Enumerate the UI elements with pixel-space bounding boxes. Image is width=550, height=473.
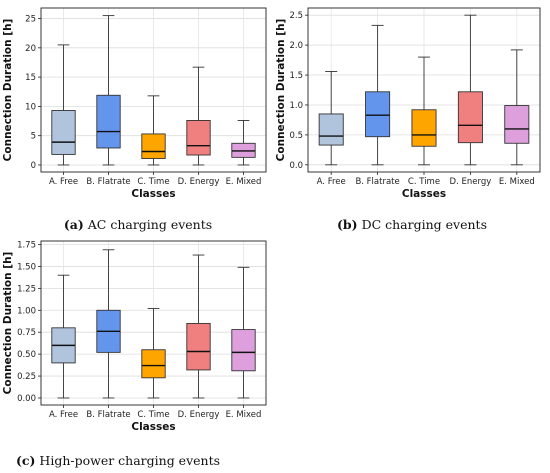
box-hpc-4	[186, 254, 211, 399]
chart-panel-ac: 0 5 10 15 20 25 A. Free B. Flatrate C. Time D. En…	[0, 0, 275, 240]
caption-hpc-letter: (c)	[15, 453, 36, 468]
y-tick-label: 20	[25, 44, 36, 54]
box-iqr	[365, 91, 391, 138]
box-dc-1	[318, 70, 344, 166]
x-tick-label: D. Energy	[178, 177, 220, 187]
y-tick-label: 0.00	[17, 394, 36, 404]
box-hpc-2	[96, 249, 121, 399]
y-tick-label: 2.0	[289, 41, 303, 51]
box-iqr	[186, 322, 211, 371]
y-tick-label: 10	[25, 102, 36, 112]
x-tick-label: E. Mixed	[226, 410, 262, 420]
y-tick-label: 1.25	[17, 284, 36, 294]
y-tick-label: 0.50	[17, 350, 36, 360]
y-tick-label: 0.0	[289, 161, 303, 171]
x-tick-label: E. Mixed	[499, 177, 535, 187]
x-tick-label: B. Flatrate	[355, 177, 399, 187]
box-ac-3	[141, 95, 166, 166]
box-ac-1	[51, 44, 76, 166]
box-dc-2	[365, 24, 391, 166]
box-iqr	[96, 94, 121, 149]
y-tick-label: 5	[31, 132, 36, 142]
y-tick-label: 2.5	[289, 11, 303, 21]
caption-ac-letter: (a)	[63, 217, 84, 232]
caption-dc: (b) DC charging events	[337, 217, 487, 232]
x-tick-label: C. Time	[408, 177, 440, 187]
box-iqr	[51, 110, 76, 155]
y-tick-label: 1.00	[17, 306, 36, 316]
y-axis-title: Connection Duration [h]	[2, 19, 14, 162]
box-hpc-1	[51, 274, 76, 399]
caption-dc-letter: (b)	[337, 217, 358, 232]
y-tick-label: 1.50	[17, 262, 36, 272]
box-dc-3	[411, 56, 437, 166]
x-tick-label: E. Mixed	[226, 177, 262, 187]
x-tick-label: C. Time	[137, 177, 169, 187]
box-dc-5	[504, 49, 530, 166]
x-tick-label: D. Energy	[178, 410, 220, 420]
caption-dc-text: DC charging events	[361, 217, 487, 232]
box-plot-ac: 0 5 10 15 20 25 A. Free B. Flatrate C. Time D. En…	[2, 7, 267, 200]
x-axis-title: Classes	[131, 421, 175, 433]
chart-panel-hpc: 0.00 0.25 0.50 0.75 1.00 1.25 1.50 1.75 A. Free B…	[0, 233, 275, 473]
x-tick-label: B. Flatrate	[86, 177, 130, 187]
y-tick-label: 1.75	[17, 241, 36, 251]
box-ac-2	[96, 15, 121, 166]
x-tick-label: C. Time	[137, 410, 169, 420]
x-tick-label: B. Flatrate	[86, 410, 130, 420]
box-iqr	[141, 349, 166, 379]
y-tick-label: 15	[25, 73, 36, 83]
y-tick-label: 0.75	[17, 328, 36, 338]
box-ac-5	[231, 120, 256, 166]
y-axis-title: Connection Duration [h]	[275, 19, 287, 162]
y-tick-label: 0.25	[17, 372, 36, 382]
x-tick-label: A. Free	[49, 410, 78, 420]
x-tick-label: D. Energy	[450, 177, 492, 187]
caption-ac: (a) AC charging events	[64, 217, 212, 232]
box-hpc-5	[231, 266, 256, 399]
x-tick-label: A. Free	[49, 177, 78, 187]
box-plot-dc: 0.0 0.5 1.0 1.5 2.0 2.5 A. Free B. Flatrate C. T…	[275, 7, 541, 200]
y-tick-label: 0	[31, 161, 36, 171]
box-iqr	[411, 109, 437, 147]
box-hpc-3	[141, 308, 166, 399]
box-ac-4	[186, 66, 211, 166]
x-axis-title: Classes	[402, 188, 446, 200]
box-iqr	[186, 120, 211, 156]
x-axis-title: Classes	[131, 188, 175, 200]
box-iqr	[141, 133, 166, 159]
box-iqr	[504, 105, 530, 144]
y-tick-label: 25	[25, 15, 36, 25]
box-iqr	[457, 91, 483, 144]
x-tick-label: A. Free	[317, 177, 346, 187]
box-iqr	[318, 113, 344, 146]
caption-hpc-text: High-power charging events	[39, 453, 221, 468]
caption-hpc: (c) High-power charging events	[16, 453, 220, 468]
caption-ac-text: AC charging events	[87, 217, 213, 232]
y-axis-title: Connection Duration [h]	[2, 252, 14, 395]
y-tick-label: 0.5	[289, 131, 303, 141]
y-tick-label: 1.0	[289, 101, 303, 111]
box-dc-4	[457, 14, 483, 166]
chart-panel-dc: 0.0 0.5 1.0 1.5 2.0 2.5 A. Free B. Flatrate C. T…	[275, 0, 550, 240]
y-tick-label: 1.5	[289, 71, 303, 81]
box-iqr	[231, 329, 256, 372]
box-plot-hpc: 0.00 0.25 0.50 0.75 1.00 1.25 1.50 1.75 A. Free B…	[2, 241, 267, 433]
